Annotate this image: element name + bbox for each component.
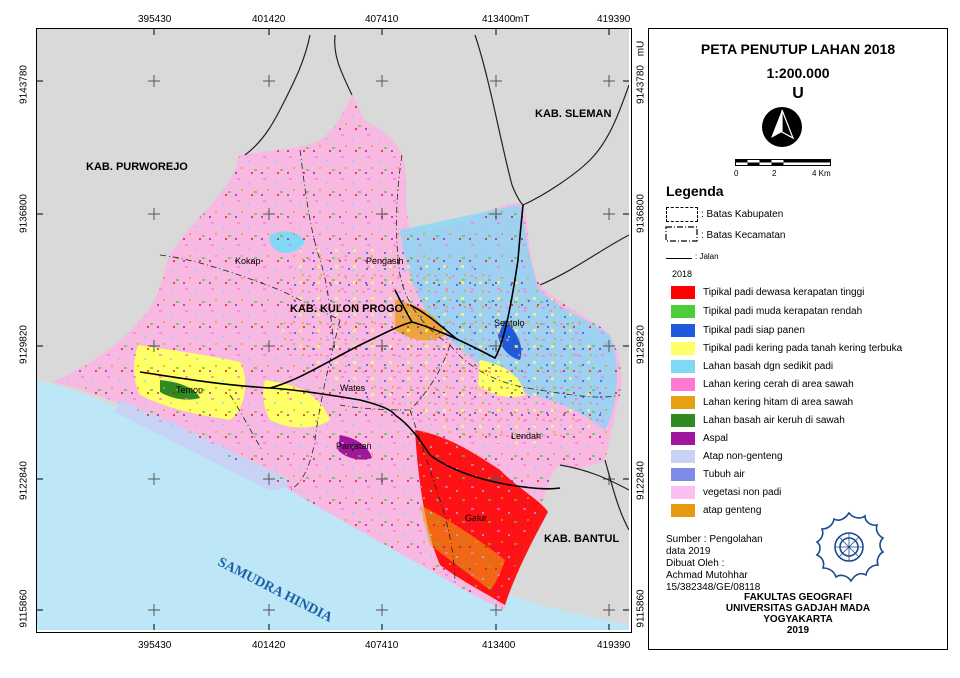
region-label-bantul: KAB. BANTUL xyxy=(544,533,620,545)
district-label-kokap: Kokap xyxy=(235,256,261,266)
bottom-easting-label: 407410 xyxy=(365,640,399,651)
left-northing-label: 9115860 xyxy=(18,589,30,628)
right-unit-label: mU xyxy=(635,40,647,57)
north-arrow-icon xyxy=(762,107,802,147)
district-label-pengasih: Pengasih xyxy=(366,256,404,266)
top-unit-label: mT xyxy=(515,14,530,25)
legend-line-label: : Batas Kabupaten xyxy=(701,209,784,220)
source-line: Sumber : Pengolahan xyxy=(666,534,763,545)
legend-swatch xyxy=(671,305,695,318)
graticule xyxy=(148,75,615,616)
legend-swatch xyxy=(671,468,695,481)
legend-swatch xyxy=(671,450,695,463)
left-northing-label: 9129820 xyxy=(18,325,30,364)
district-label-wates: Wates xyxy=(340,383,366,393)
bottom-easting-label: 419390 xyxy=(597,640,631,651)
top-easting-label: 395430 xyxy=(138,14,172,25)
legend-class-label: atap genteng xyxy=(703,505,762,516)
district-label-lendah: Lendah xyxy=(511,431,542,441)
scalebar-tick: 0 xyxy=(734,169,739,178)
legend-class-label: Atap non-genteng xyxy=(703,451,783,462)
legend-panel: PETA PENUTUP LAHAN 2018 1:200.000 U 0 2 … xyxy=(648,28,948,650)
road-symbol xyxy=(666,258,692,259)
legend-heading: Legenda xyxy=(666,183,724,199)
legend-year: 2018 xyxy=(672,269,693,279)
legend-swatch xyxy=(671,396,695,409)
land-cover-map xyxy=(37,29,629,630)
district-label-galur: Galur xyxy=(465,513,488,523)
bottom-easting-label: 401420 xyxy=(252,640,286,651)
ugm-logo xyxy=(815,511,885,583)
scale-bar xyxy=(735,159,831,166)
map-scale: 1:200.000 xyxy=(766,65,830,81)
source-line: data 2019 xyxy=(666,546,711,557)
region-label-purworejo: KAB. PURWOREJO xyxy=(86,161,188,173)
legend-line-label: : Jalan xyxy=(695,252,719,261)
legend-swatch xyxy=(671,342,695,355)
legend-swatch xyxy=(671,360,695,373)
institution-line: 2019 xyxy=(786,625,810,636)
top-easting-label: 401420 xyxy=(252,14,286,25)
left-northing-label: 9122840 xyxy=(18,461,30,500)
legend-line-label: : Batas Kecamatan xyxy=(701,230,786,241)
legend-class-label: Aspal xyxy=(703,433,729,444)
legend-swatch xyxy=(671,504,695,517)
legend-class-label: Tipikal padi dewasa kerapatan tinggi xyxy=(703,287,865,298)
district-boundaries xyxy=(159,149,621,586)
top-easting-label: 413400 xyxy=(482,14,516,25)
road-network xyxy=(139,204,561,490)
source-line: Achmad Mutohhar xyxy=(666,570,748,581)
legend-class-label: Lahan basah dgn sedikit padi xyxy=(703,361,834,372)
legend-class-label: Lahan kering cerah di area sawah xyxy=(703,379,854,390)
frame-ticks xyxy=(37,29,629,630)
institution-line: YOGYAKARTA xyxy=(763,614,833,625)
region-label-kulon-progo: KAB. KULON PROGO xyxy=(290,303,404,315)
scalebar-tick: 2 xyxy=(772,169,777,178)
legend-swatch xyxy=(671,414,695,427)
legend-swatch xyxy=(671,286,695,299)
land-cover-texture xyxy=(280,247,603,444)
left-northing-label: 9143780 xyxy=(18,65,30,104)
legend-swatch xyxy=(671,324,695,337)
source-line: Dibuat Oleh : xyxy=(666,558,725,569)
district-label-sentolo: Sentolo xyxy=(494,318,525,328)
legend-class-label: vegetasi non padi xyxy=(703,487,782,498)
legend-class-label: Tipikal padi muda kerapatan rendah xyxy=(703,306,863,317)
legend-swatch xyxy=(671,486,695,499)
scalebar-tick: 4 Km xyxy=(812,169,831,178)
institution-line: UNIVERSITAS GADJAH MADA xyxy=(725,603,871,614)
map-title: PETA PENUTUP LAHAN 2018 xyxy=(700,41,896,57)
legend-class-label: Lahan kering hitam di area sawah xyxy=(703,397,854,408)
institution-line: FAKULTAS GEOGRAFI xyxy=(744,592,852,603)
legend-class-label: Tipikal padi siap panen xyxy=(703,325,805,336)
source-line: 15/382348/GE/08118 xyxy=(666,582,761,593)
right-northing-label: 9122840 xyxy=(635,461,647,500)
district-label-temon: Temon xyxy=(176,385,204,395)
non-tile-roof-strip xyxy=(115,400,290,490)
regency-boundaries xyxy=(244,34,629,531)
regency-boundary-symbol xyxy=(666,207,698,222)
bottom-easting-label: 413400 xyxy=(482,640,516,651)
district-boundary-symbol xyxy=(665,226,698,242)
right-northing-label: 9136800 xyxy=(635,194,647,233)
region-label-sleman: KAB. SLEMAN xyxy=(535,108,612,120)
left-northing-label: 9136800 xyxy=(18,194,30,233)
top-easting-label: 419390 xyxy=(597,14,631,25)
top-easting-label: 407410 xyxy=(365,14,399,25)
bottom-easting-label: 395430 xyxy=(138,640,172,651)
legend-swatch xyxy=(671,432,695,445)
north-label: U xyxy=(792,85,804,102)
right-northing-label: 9115860 xyxy=(635,589,647,628)
legend-swatch xyxy=(671,378,695,391)
legend-class-label: Lahan basah air keruh di sawah xyxy=(703,415,845,426)
legend-class-label: Tubuh air xyxy=(703,469,745,480)
right-northing-label: 9129820 xyxy=(635,325,647,364)
legend-class-label: Tipikal padi kering pada tanah kering te… xyxy=(703,343,903,354)
district-label-panjatan: Panjatan xyxy=(336,441,372,451)
